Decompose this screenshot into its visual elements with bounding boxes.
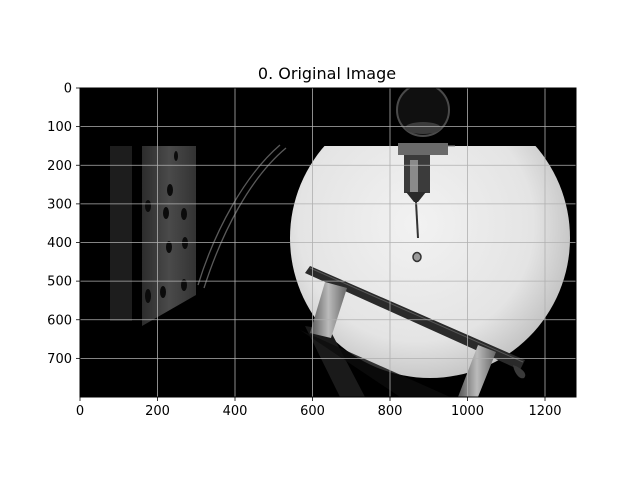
- y-tick-label: 400: [47, 236, 72, 251]
- y-tick-label: 300: [47, 197, 72, 212]
- x-tick-label: 1000: [451, 404, 484, 419]
- y-tick-label: 500: [47, 275, 72, 290]
- y-tick-label: 100: [47, 120, 72, 135]
- figure-title: 0. Original Image: [258, 64, 396, 83]
- x-tick-label: 200: [145, 404, 170, 419]
- droplet: [412, 251, 422, 263]
- y-axis: 0 100 200 300 400 500 600 700: [47, 82, 80, 367]
- x-tick-label: 1200: [528, 404, 561, 419]
- grid-lines: [79, 87, 576, 397]
- y-tick-label: 0: [64, 82, 72, 97]
- x-axis: 0 200 400 600 800 1000 1200: [76, 397, 562, 419]
- y-tick-label: 200: [47, 159, 72, 174]
- illuminated-chamber: [290, 98, 570, 378]
- x-tick-label: 600: [300, 404, 325, 419]
- x-tick-label: 400: [223, 404, 248, 419]
- x-tick-label: 0: [76, 404, 84, 419]
- y-tick-label: 600: [47, 313, 72, 328]
- y-tick-label: 700: [47, 352, 72, 367]
- tilted-substrate: [300, 266, 525, 397]
- x-tick-label: 800: [378, 404, 403, 419]
- camera-image: [80, 88, 576, 397]
- needle-holder: [396, 88, 450, 239]
- perforated-plate: [110, 146, 196, 326]
